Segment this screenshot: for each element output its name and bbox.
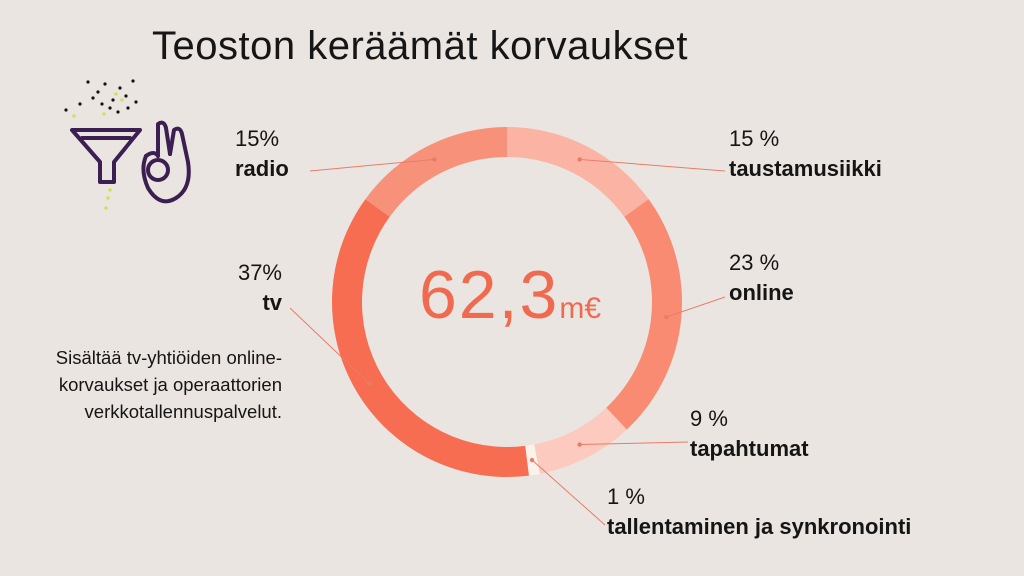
label-tallentaminen-percent: 1 % [607,484,645,509]
slice-online [606,199,683,430]
label-tv-percent: 37% [237,260,282,285]
label-tapahtumat-percent: 9 % [690,406,728,431]
total-value: 62,3m€ [395,256,625,334]
slice-radio [365,127,507,217]
label-radio-name: radio [235,156,289,181]
leader-dot-taustamusiikki [577,157,582,162]
slice-tv [332,199,529,478]
label-online-percent: 23 % [729,250,780,275]
slice-taustamusiikki [507,127,649,217]
leader-line-online [666,296,726,318]
label-tv-name: tv [262,290,282,315]
label-tv: 37% tv [238,258,282,318]
label-taustamusiikki: 15 % taustamusiikki [729,124,882,184]
funnel-ok-hand-icon [64,79,191,210]
total-value-unit: m€ [559,292,602,325]
label-radio-percent: 15% [235,126,280,151]
tv-note: Sisältää tv-yhtiöiden online-korvaukset … [55,347,282,422]
leader-dot-radio [432,157,437,162]
label-taustamusiikki-name: taustamusiikki [729,156,882,181]
label-taustamusiikki-percent: 15 % [729,126,780,151]
leader-line-radio [309,158,435,172]
total-value-number: 62,3 [418,257,560,333]
label-radio: 15% radio [235,124,289,184]
label-tapahtumat-name: tapahtumat [690,436,809,461]
page-title: Teoston keräämät korvaukset [152,24,688,68]
leader-line-tv [289,307,370,384]
label-tallentaminen: 1 % tallentaminen ja synkronointi [607,482,911,542]
leader-line-tapahtumat [579,441,689,446]
leader-dot-online [664,314,669,320]
label-online-name: online [729,280,794,305]
leader-line-tallentaminen-ja-synkronointi [531,459,606,526]
leader-dot-tapahtumat [577,442,582,447]
leader-line-taustamusiikki [579,158,726,172]
label-online: 23 % online [729,248,794,308]
label-tapahtumat: 9 % tapahtumat [690,404,809,464]
label-tallentaminen-name: tallentaminen ja synkronointi [607,514,912,539]
leader-dot-tallentaminen-ja-synkronointi [529,457,535,463]
leader-dot-tv [367,381,372,386]
slice-tapahtumat [534,407,627,474]
